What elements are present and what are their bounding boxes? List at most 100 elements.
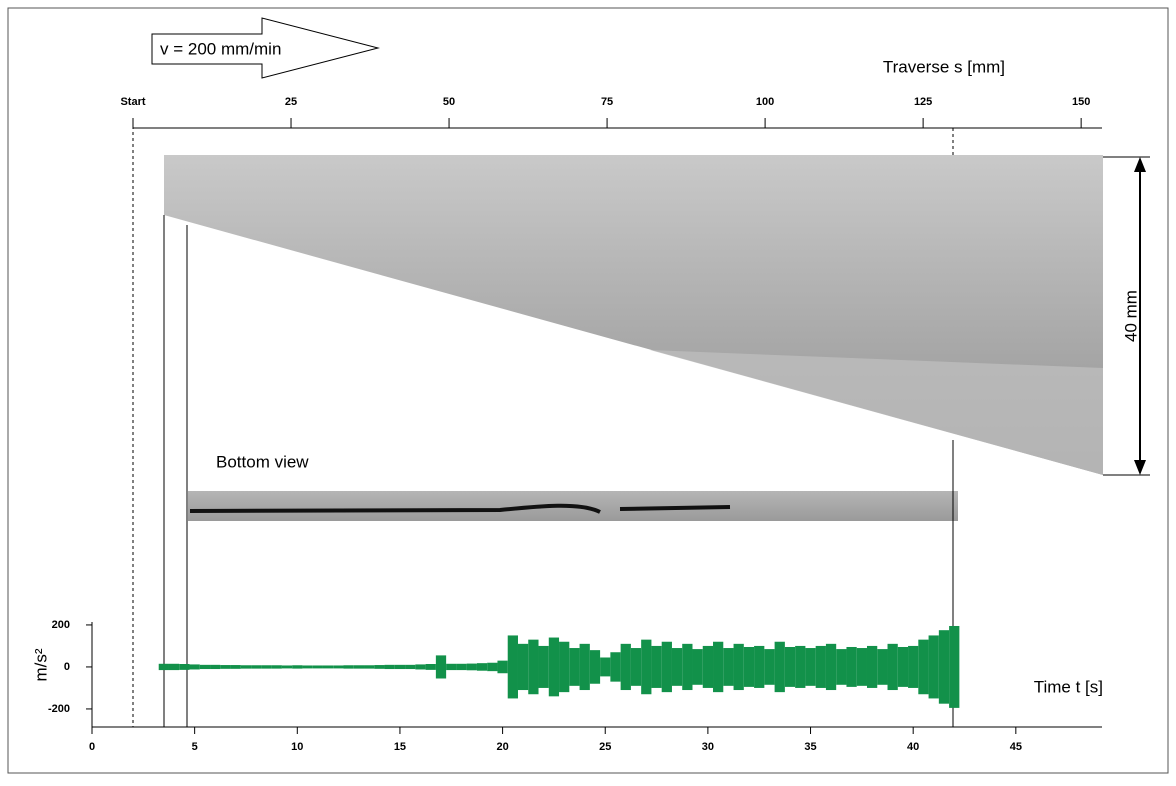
- x-tick-label: 40: [907, 741, 919, 753]
- signal-segment: [569, 648, 580, 686]
- x-tick-label: 15: [394, 741, 406, 753]
- signal-segment: [671, 648, 683, 686]
- signal-segment: [743, 646, 755, 687]
- x2-tick-label: 25: [285, 96, 297, 108]
- signal-segment: [353, 665, 365, 669]
- frame: [7, 7, 1169, 774]
- signal-segment: [630, 648, 642, 686]
- signal-segment: [302, 665, 313, 669]
- signal-segment: [682, 643, 693, 691]
- signal-segment: [938, 630, 950, 704]
- signal-segment: [364, 665, 375, 669]
- signal-segment: [548, 637, 560, 697]
- signal-segment: [897, 646, 909, 687]
- signal-segment: [928, 635, 939, 699]
- signal-segment: [281, 665, 293, 669]
- signal-segment: [866, 645, 878, 688]
- y-tick-label: 0: [64, 661, 70, 673]
- signal-segment: [333, 665, 344, 669]
- signal-segment: [949, 625, 960, 708]
- signal-segment: [476, 663, 488, 671]
- signal-segment: [435, 655, 447, 679]
- x-tick-label: 35: [804, 741, 816, 753]
- signal-segment: [189, 664, 200, 670]
- signal-segment: [168, 663, 180, 671]
- signal-segment: [292, 665, 303, 669]
- signal-segment: [179, 664, 190, 670]
- signal-segment: [384, 664, 395, 670]
- bottom-view-label: Bottom view: [216, 452, 309, 471]
- signal-segment: [466, 663, 477, 671]
- signal-segment: [538, 645, 549, 688]
- signal-segment: [405, 664, 416, 670]
- signal-segment: [230, 665, 241, 669]
- signal-segment: [394, 664, 406, 670]
- signal-segment: [497, 660, 508, 674]
- signal-segment: [528, 639, 539, 695]
- signal-segment: [600, 657, 611, 677]
- signal-segment: [918, 639, 929, 695]
- signal-segment: [846, 646, 857, 687]
- signal-segment: [507, 635, 518, 699]
- signal-segment: [805, 648, 816, 686]
- signal-segment: [856, 648, 867, 686]
- signal-segment: [661, 641, 672, 693]
- signal-segment: [374, 665, 385, 669]
- signal-segment: [446, 663, 457, 671]
- x2-tick-label: 150: [1072, 96, 1090, 108]
- signal-segment: [589, 650, 601, 684]
- signal-segment: [322, 665, 334, 669]
- signal-segment: [733, 643, 744, 691]
- x2-tick-label: Start: [120, 96, 145, 108]
- signal-segment: [579, 643, 590, 691]
- signal-segment: [702, 645, 714, 688]
- signal-segment: [158, 663, 169, 671]
- signal-segment: [199, 664, 211, 670]
- signal-segment: [610, 652, 621, 682]
- speed-arrow: [151, 17, 380, 79]
- x-tick-label: 25: [599, 741, 611, 753]
- x-tick-label: 45: [1010, 741, 1022, 753]
- signal-segment: [261, 665, 272, 669]
- signal-segment: [343, 665, 354, 669]
- x-tick-label: 30: [702, 741, 714, 753]
- signal-segment: [784, 646, 796, 687]
- signal-segment: [240, 665, 252, 669]
- signal-segment: [651, 645, 662, 688]
- signal-segment: [456, 663, 467, 671]
- x2-tick-label: 125: [914, 96, 932, 108]
- signal-segment: [764, 649, 775, 685]
- x-tick-label: 0: [89, 741, 95, 753]
- signal-segment: [887, 643, 898, 691]
- x2-axis-title: Traverse s [mm]: [883, 57, 1005, 76]
- x2-tick-label: 50: [443, 96, 455, 108]
- signal-segment: [210, 664, 221, 670]
- signal-segment: [425, 664, 436, 670]
- signal-segment: [251, 665, 262, 669]
- signal-segment: [415, 664, 426, 670]
- signal-segment: [713, 641, 724, 693]
- signal-segment: [774, 641, 785, 693]
- signal-segment: [754, 645, 765, 688]
- speed-label: v = 200 mm/min: [160, 39, 281, 58]
- signal-segment: [795, 645, 806, 688]
- y-axis-title: m/s²: [31, 648, 50, 681]
- signal-segment: [620, 643, 631, 691]
- signal-segment: [692, 649, 703, 685]
- x2-tick-label: 75: [601, 96, 613, 108]
- x-axis-title: Time t [s]: [1034, 677, 1103, 696]
- signal-segment: [487, 662, 498, 672]
- signal-segment: [312, 665, 323, 669]
- x-tick-label: 20: [496, 741, 508, 753]
- bottom-crack: [189, 503, 731, 514]
- height-label: 40 mm: [1121, 290, 1140, 342]
- signal-segment: [908, 645, 919, 688]
- signal-segment: [877, 649, 888, 685]
- signal-segment: [220, 665, 231, 669]
- signal-segment: [271, 665, 282, 669]
- signal-segment: [836, 649, 847, 685]
- y-tick-label: 200: [52, 619, 70, 631]
- dimension-arrow: [1134, 460, 1146, 475]
- x2-tick-label: 100: [756, 96, 774, 108]
